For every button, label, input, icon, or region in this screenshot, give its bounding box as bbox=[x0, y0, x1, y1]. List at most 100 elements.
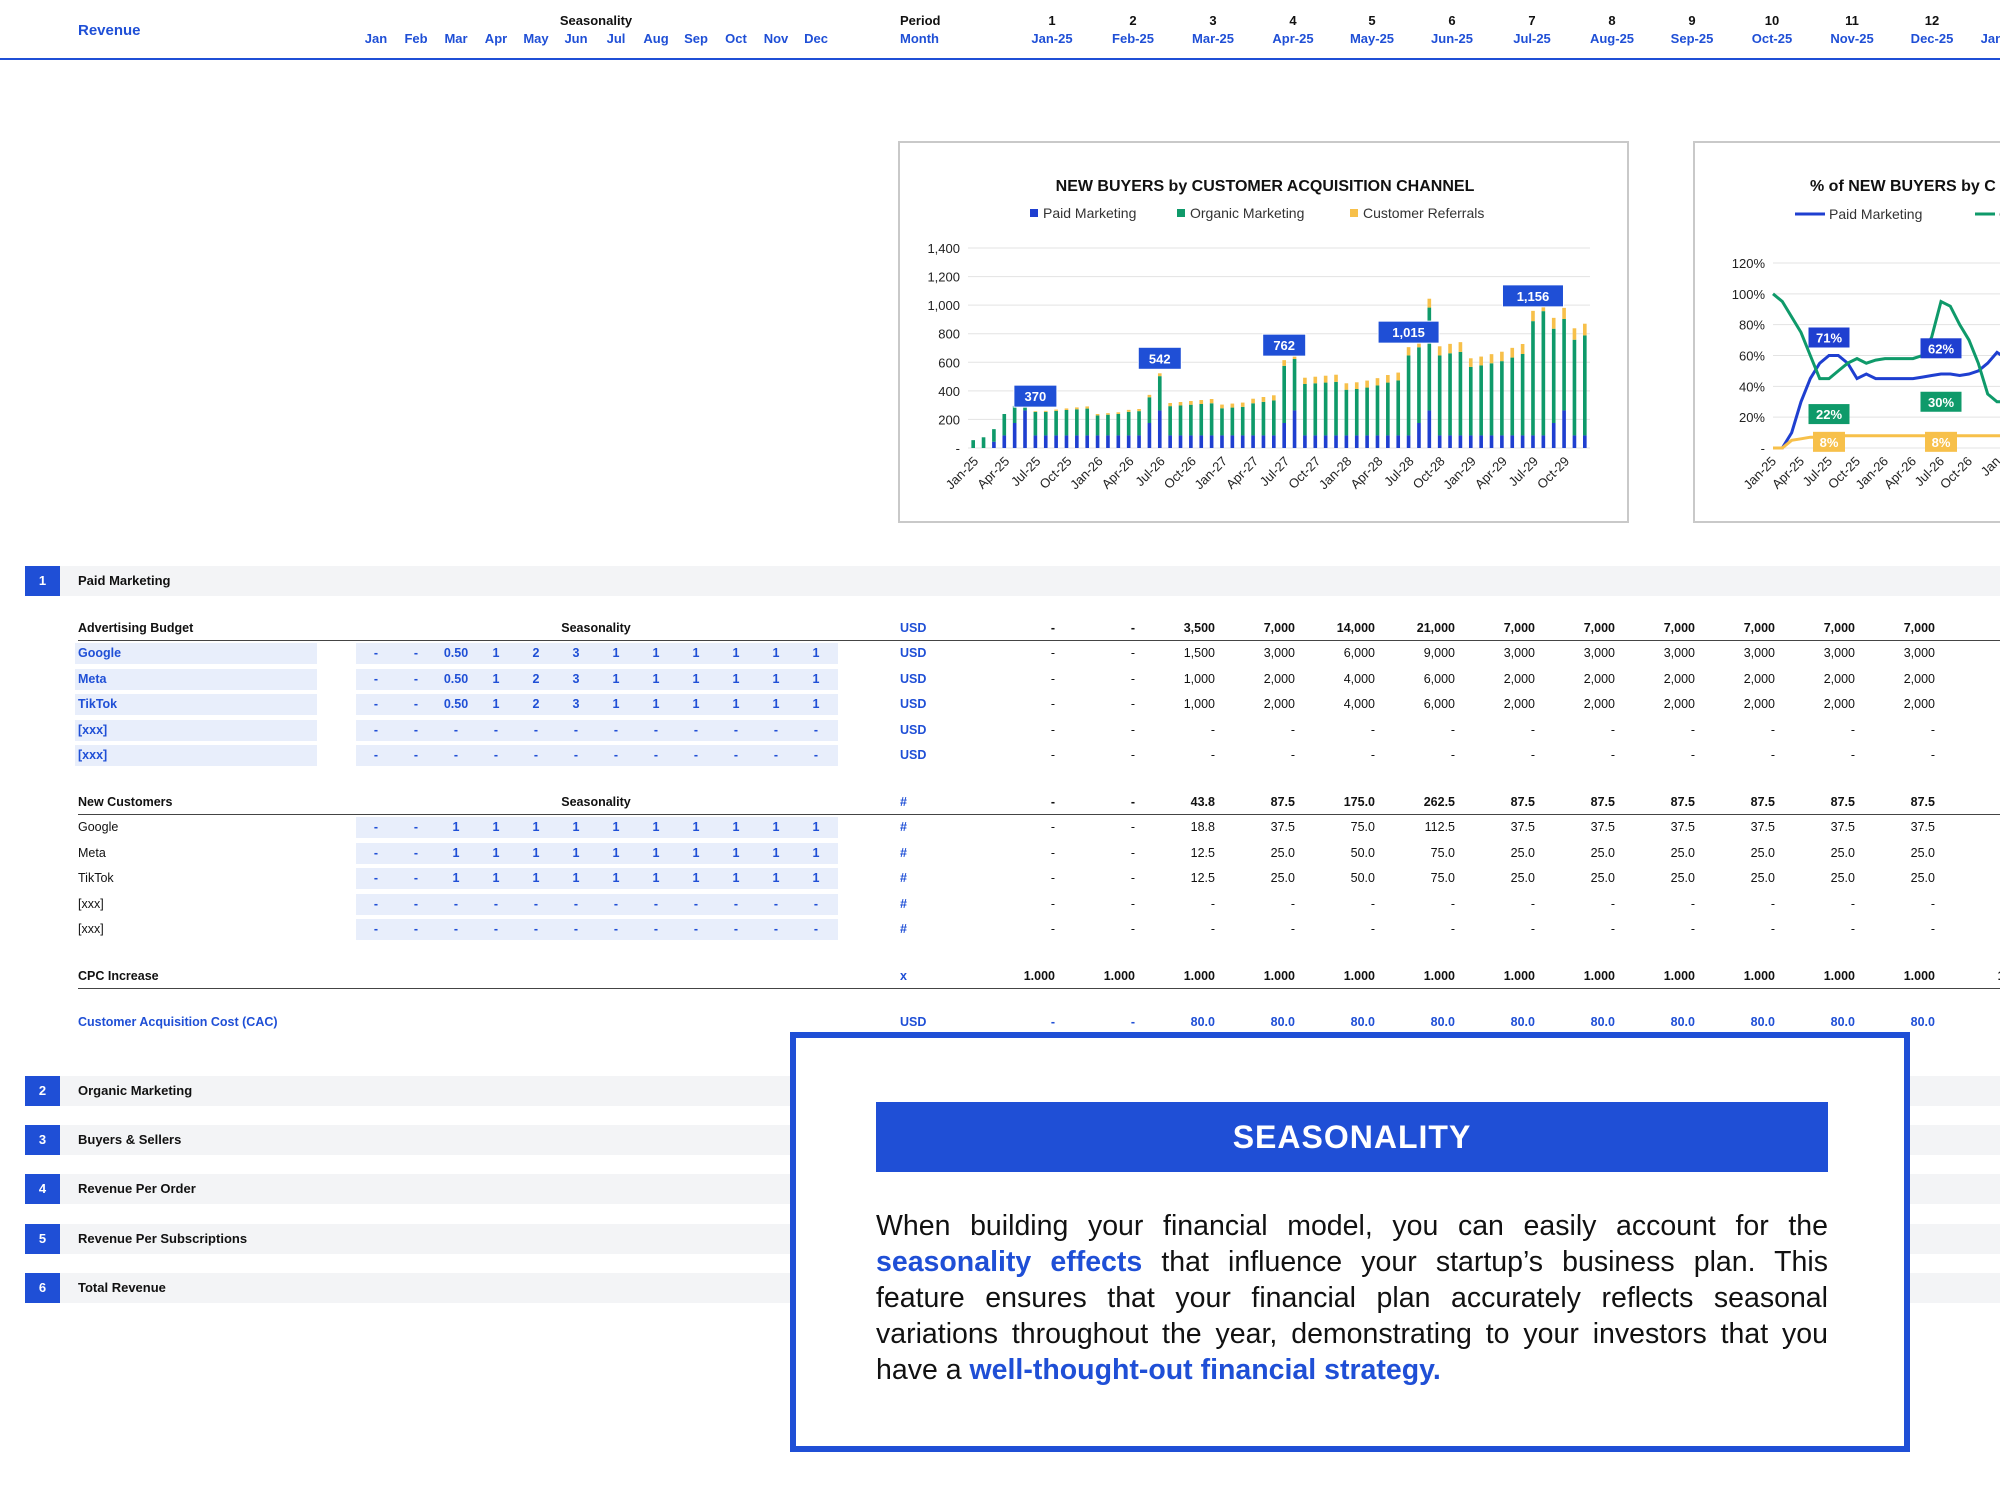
seasonality-input-cell[interactable]: - bbox=[693, 748, 699, 762]
seasonality-input-cell[interactable]: 1 bbox=[492, 671, 500, 686]
seasonality-input-cell[interactable]: - bbox=[373, 896, 379, 911]
seasonality-input-cell[interactable]: - bbox=[813, 922, 819, 936]
seasonality-input-cell[interactable]: 0.50 bbox=[443, 697, 469, 711]
seasonality-input-cell[interactable]: 1 bbox=[772, 845, 780, 860]
seasonality-input-cell[interactable]: 1 bbox=[612, 671, 620, 686]
seasonality-input-cell[interactable]: - bbox=[773, 896, 779, 911]
seasonality-input-cell[interactable]: - bbox=[373, 722, 379, 737]
seasonality-input-cell[interactable]: 1 bbox=[772, 646, 780, 660]
seasonality-input-cell[interactable]: - bbox=[373, 748, 379, 762]
seasonality-input-cell[interactable]: - bbox=[453, 922, 459, 936]
seasonality-input-cell[interactable]: - bbox=[573, 748, 579, 762]
seasonality-input-cell[interactable]: - bbox=[533, 748, 539, 762]
seasonality-input-cell[interactable]: 1 bbox=[772, 697, 780, 711]
seasonality-input-cell[interactable]: 1 bbox=[532, 820, 540, 834]
seasonality-input-cell[interactable]: 1 bbox=[692, 646, 700, 660]
seasonality-input-cell[interactable]: - bbox=[573, 922, 579, 936]
seasonality-input-cell[interactable]: 1 bbox=[692, 845, 700, 860]
seasonality-input-cell[interactable]: 2 bbox=[532, 697, 540, 711]
seasonality-input-cell[interactable]: - bbox=[453, 896, 459, 911]
seasonality-input-cell[interactable]: - bbox=[813, 896, 819, 911]
row-label[interactable]: [xxx] bbox=[78, 922, 104, 936]
seasonality-input-cell[interactable]: - bbox=[413, 820, 419, 834]
seasonality-input-cell[interactable]: - bbox=[693, 922, 699, 936]
seasonality-input-cell[interactable]: 1 bbox=[732, 871, 740, 885]
seasonality-input-cell[interactable]: - bbox=[573, 896, 579, 911]
seasonality-input-cell[interactable]: - bbox=[453, 748, 459, 762]
seasonality-input-cell[interactable]: - bbox=[453, 722, 459, 737]
row-label[interactable]: Google bbox=[78, 820, 119, 834]
seasonality-input-cell[interactable]: 1 bbox=[652, 697, 660, 711]
seasonality-input-cell[interactable]: - bbox=[613, 722, 619, 737]
row-label[interactable]: [xxx] bbox=[75, 719, 317, 741]
seasonality-input-cell[interactable]: 0.50 bbox=[443, 671, 469, 686]
seasonality-input-cell[interactable]: 1 bbox=[732, 671, 740, 686]
seasonality-input-cell[interactable]: - bbox=[373, 671, 379, 686]
seasonality-input-cell[interactable]: 1 bbox=[772, 671, 780, 686]
seasonality-input-cell[interactable]: - bbox=[373, 697, 379, 711]
seasonality-input-cell[interactable]: - bbox=[493, 748, 499, 762]
seasonality-input-cell[interactable]: - bbox=[653, 722, 659, 737]
seasonality-input-cell[interactable]: 1 bbox=[532, 845, 540, 860]
seasonality-input-cell[interactable]: 1 bbox=[692, 671, 700, 686]
seasonality-input-cell[interactable]: 1 bbox=[612, 697, 620, 711]
seasonality-input-cell[interactable]: - bbox=[613, 896, 619, 911]
seasonality-input-cell[interactable]: 1 bbox=[772, 820, 780, 834]
seasonality-input-cell[interactable]: - bbox=[733, 922, 739, 936]
seasonality-input-cell[interactable]: 1 bbox=[812, 845, 820, 860]
seasonality-input-cell[interactable]: 1 bbox=[452, 845, 460, 860]
seasonality-input-cell[interactable]: 1 bbox=[732, 820, 740, 834]
row-label[interactable]: Meta bbox=[75, 668, 317, 690]
seasonality-input-cell[interactable]: 1 bbox=[492, 871, 500, 885]
seasonality-input-cell[interactable]: 1 bbox=[612, 871, 620, 885]
seasonality-input-cell[interactable]: - bbox=[413, 748, 419, 762]
seasonality-input-cell[interactable]: - bbox=[373, 922, 379, 936]
seasonality-input-cell[interactable]: - bbox=[413, 871, 419, 885]
seasonality-input-cell[interactable]: 1 bbox=[812, 671, 820, 686]
seasonality-input-cell[interactable]: - bbox=[653, 896, 659, 911]
seasonality-input-cell[interactable]: 2 bbox=[532, 671, 540, 686]
seasonality-input-cell[interactable]: 1 bbox=[612, 646, 620, 660]
seasonality-input-cell[interactable]: - bbox=[493, 896, 499, 911]
seasonality-input-cell[interactable]: - bbox=[613, 748, 619, 762]
row-label[interactable]: [xxx] bbox=[78, 896, 104, 911]
seasonality-input-cell[interactable]: - bbox=[373, 871, 379, 885]
seasonality-input-cell[interactable]: - bbox=[813, 748, 819, 762]
seasonality-input-cell[interactable]: 1 bbox=[492, 646, 500, 660]
seasonality-input-cell[interactable]: 1 bbox=[652, 845, 660, 860]
seasonality-input-cell[interactable]: 1 bbox=[492, 697, 500, 711]
seasonality-input-cell[interactable]: - bbox=[813, 722, 819, 737]
seasonality-input-cell[interactable]: - bbox=[413, 646, 419, 660]
seasonality-input-cell[interactable]: - bbox=[413, 671, 419, 686]
seasonality-input-cell[interactable]: - bbox=[373, 845, 379, 860]
seasonality-input-cell[interactable]: 1 bbox=[452, 871, 460, 885]
seasonality-input-cell[interactable]: 2 bbox=[532, 646, 540, 660]
seasonality-input-cell[interactable]: - bbox=[413, 845, 419, 860]
seasonality-input-cell[interactable]: 1 bbox=[652, 646, 660, 660]
seasonality-input-cell[interactable]: 1 bbox=[572, 820, 580, 834]
seasonality-input-cell[interactable]: - bbox=[413, 922, 419, 936]
seasonality-input-cell[interactable]: 0.50 bbox=[443, 646, 469, 660]
seasonality-input-cell[interactable]: 1 bbox=[812, 697, 820, 711]
seasonality-input-cell[interactable]: - bbox=[413, 896, 419, 911]
seasonality-input-cell[interactable]: 1 bbox=[812, 871, 820, 885]
seasonality-input-cell[interactable]: - bbox=[653, 748, 659, 762]
row-label[interactable]: Google bbox=[75, 643, 317, 664]
seasonality-input-cell[interactable]: 1 bbox=[612, 820, 620, 834]
seasonality-input-cell[interactable]: 1 bbox=[732, 697, 740, 711]
seasonality-input-cell[interactable]: 1 bbox=[772, 871, 780, 885]
seasonality-input-cell[interactable]: - bbox=[733, 722, 739, 737]
seasonality-input-cell[interactable]: 1 bbox=[452, 820, 460, 834]
seasonality-input-cell[interactable]: - bbox=[413, 722, 419, 737]
seasonality-input-cell[interactable]: - bbox=[773, 722, 779, 737]
seasonality-input-cell[interactable]: 1 bbox=[692, 820, 700, 834]
seasonality-input-cell[interactable]: - bbox=[653, 922, 659, 936]
seasonality-input-cell[interactable]: - bbox=[773, 748, 779, 762]
seasonality-input-cell[interactable]: - bbox=[413, 697, 419, 711]
seasonality-input-cell[interactable]: 3 bbox=[572, 646, 580, 660]
seasonality-input-cell[interactable]: 1 bbox=[812, 646, 820, 660]
seasonality-input-cell[interactable]: 1 bbox=[492, 820, 500, 834]
seasonality-input-cell[interactable]: - bbox=[693, 896, 699, 911]
seasonality-input-cell[interactable]: - bbox=[693, 722, 699, 737]
section-header-1[interactable]: 1 Paid Marketing bbox=[0, 566, 2000, 596]
